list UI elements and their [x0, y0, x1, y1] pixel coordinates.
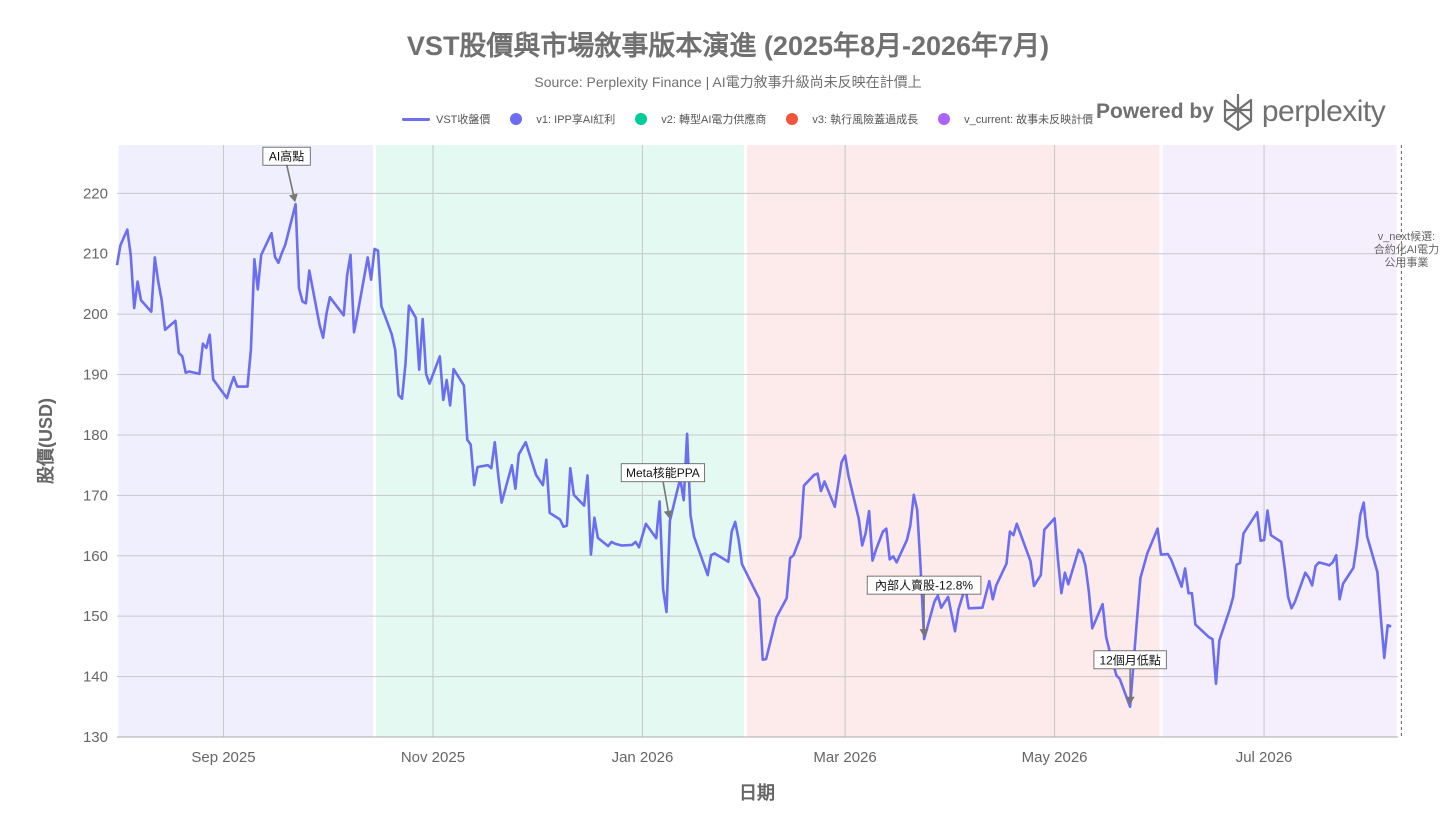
- narrative-regions: [118, 145, 1397, 737]
- legend-dot-vcurrent: [938, 113, 951, 125]
- annotation-2: Meta核能PPA: [620, 463, 706, 519]
- chart-grid: [117, 145, 1398, 738]
- x-tick-label: Jul 2026: [1236, 749, 1293, 766]
- y-tick-label: 130: [83, 729, 108, 746]
- y-tick-label: 160: [83, 548, 108, 565]
- annotation-arrowhead: [663, 510, 673, 519]
- chart-legend: VST收盤價 v1: IPP享AI紅利 v2: 轉型AI電力供應商 v3: 執行…: [402, 111, 1113, 127]
- powered-by-text: Powered by: [1096, 100, 1214, 123]
- annotation-arrowhead: [1125, 696, 1135, 705]
- x-tick-label: Sep 2025: [191, 749, 255, 766]
- legend-item-v2[interactable]: v2: 轉型AI電力供應商: [635, 111, 766, 127]
- y-tick-label: 150: [83, 608, 108, 625]
- chart-annotations: AI高點 Meta核能PPA 內部人賣股-12.8% 12個月低點: [262, 146, 1167, 705]
- y-tick-label: 190: [83, 367, 108, 384]
- annotation-3: 內部人賣股-12.8%: [866, 575, 982, 638]
- annotation-label: Meta核能PPA: [626, 466, 700, 480]
- annotation-label: 內部人賣股-12.8%: [875, 578, 973, 593]
- annotation-box: [866, 575, 982, 595]
- annotation-label: 12個月低點: [1099, 653, 1160, 667]
- y-tick-label: 210: [83, 246, 108, 263]
- annotation-4: 12個月低點: [1093, 650, 1167, 705]
- v-next-label-line: 公用事業: [1384, 256, 1428, 269]
- chart-title: VST股價與市場敘事版本演進 (2025年8月-2026年7月): [406, 31, 1050, 61]
- x-tick-label: Jan 2026: [612, 749, 674, 766]
- chart-axes: 130 140 150 160 170 180 190 200 210 220 Sep 2025 No…: [83, 185, 1398, 766]
- annotation-label: AI高點: [269, 149, 304, 164]
- y-tick-label: 180: [83, 427, 108, 444]
- price-series: [115, 202, 1392, 709]
- legend-item-price[interactable]: VST收盤價: [402, 111, 490, 127]
- x-axis-label: 日期: [739, 783, 775, 803]
- legend-item-vcurrent[interactable]: v_current: 故事未反映計價: [938, 111, 1093, 127]
- annotation-box: [620, 463, 706, 483]
- annotation-box: [262, 146, 311, 166]
- legend-label-vcurrent: v_current: 故事未反映計價: [964, 114, 1094, 126]
- v-next-label-line: v_next候選:: [1378, 229, 1435, 243]
- perplexity-brand-text: perplexity: [1261, 95, 1386, 128]
- annotation-arrowhead: [288, 193, 298, 203]
- annotation-arrowhead: [919, 629, 929, 638]
- v-next-label-line: 合約化AI電力: [1374, 242, 1439, 256]
- y-tick-label: 220: [83, 185, 108, 202]
- y-tick-label: 140: [83, 669, 108, 686]
- annotation-box: [1093, 650, 1167, 670]
- y-tick-label: 170: [83, 487, 108, 504]
- chart-subtitle: Source: Perplexity Finance | AI電力敘事升級尚未反…: [534, 74, 922, 90]
- annotation-arrow-line: [662, 480, 670, 513]
- x-tick-label: Nov 2025: [401, 749, 465, 766]
- perplexity-logo-icon: [1223, 94, 1252, 131]
- legend-dot-v2: [635, 113, 648, 125]
- y-tick-label: 200: [83, 306, 108, 323]
- annotation-1: AI高點: [262, 146, 311, 203]
- legend-line-swatch: [402, 117, 430, 121]
- legend-dot-v3: [786, 113, 799, 125]
- region-2: [376, 145, 744, 737]
- legend-label-v2: v2: 轉型AI電力供應商: [661, 114, 767, 126]
- legend-label-v3: v3: 執行風險蓋過成長: [812, 114, 919, 126]
- x-tick-label: May 2026: [1022, 749, 1088, 766]
- v-next-marker: v_next候選:合約化AI電力公用事業: [1374, 145, 1439, 737]
- region-3: [746, 145, 1160, 737]
- region-1: [118, 145, 374, 737]
- annotation-arrow-line: [285, 164, 295, 196]
- legend-label-price: VST收盤價: [436, 114, 491, 126]
- v-next-label: v_next候選:合約化AI電力公用事業: [1374, 229, 1439, 269]
- legend-item-v3[interactable]: v3: 執行風險蓋過成長: [786, 111, 918, 127]
- legend-label-v1: v1: IPP享AI紅利: [536, 114, 616, 126]
- series-line-vst-close: [115, 202, 1392, 709]
- powered-by-watermark: Powered by perplexity: [1096, 93, 1386, 131]
- region-4: [1162, 145, 1397, 737]
- legend-item-v1[interactable]: v1: IPP享AI紅利: [510, 111, 615, 127]
- legend-dot-v1: [510, 113, 523, 125]
- x-tick-label: Mar 2026: [813, 749, 876, 766]
- y-axis-label: 股價(USD): [35, 398, 56, 485]
